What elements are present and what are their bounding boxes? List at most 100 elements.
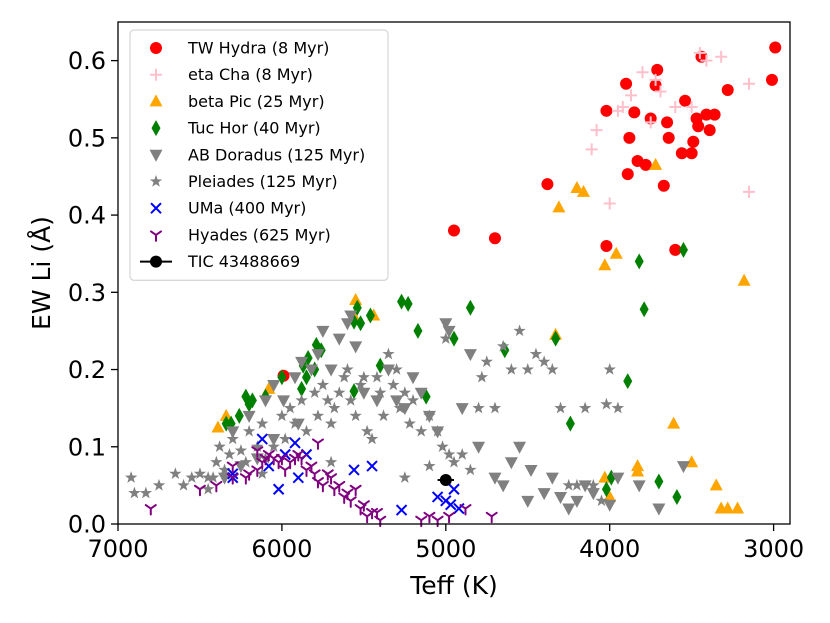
y-tick-label: 0.3	[68, 279, 106, 307]
data-point	[628, 106, 641, 119]
data-point	[587, 478, 600, 491]
legend: TW Hydra (8 Myr) eta Cha (8 Myr) beta Pic …	[129, 29, 389, 281]
legend-label: Pleiades (125 Myr)	[188, 172, 338, 191]
data-point	[218, 472, 232, 485]
legend-entry: beta Pic (25 Myr)	[149, 92, 325, 111]
data-point	[505, 363, 518, 375]
data-point	[513, 324, 526, 337]
data-point	[406, 372, 420, 385]
series-pleiades-125-myr	[124, 324, 625, 507]
data-point	[669, 100, 682, 113]
data-point	[439, 318, 453, 331]
series-uma-400-myr	[227, 433, 465, 516]
series-eta-cha-8-myr	[585, 46, 756, 210]
data-point	[267, 434, 281, 447]
data-point	[374, 386, 387, 398]
data-point	[375, 357, 385, 374]
data-point	[623, 373, 633, 390]
data-point	[251, 446, 264, 458]
data-point	[297, 380, 307, 397]
plot-frame	[117, 21, 791, 525]
data-point	[649, 157, 663, 170]
data-point	[603, 363, 616, 375]
data-point	[288, 372, 302, 385]
data-point	[277, 369, 287, 386]
legend-entry: UMa (400 Myr)	[150, 199, 306, 218]
data-point	[459, 504, 472, 516]
data-point	[144, 504, 157, 516]
data-point	[365, 432, 379, 445]
data-point	[440, 495, 452, 507]
data-point	[288, 417, 302, 429]
data-point	[743, 185, 756, 198]
data-point	[201, 482, 215, 495]
data-point	[464, 463, 477, 476]
data-point	[415, 424, 428, 437]
data-point	[611, 401, 625, 414]
data-point	[598, 258, 612, 271]
data-point	[601, 481, 611, 498]
data-point	[382, 347, 395, 360]
data-point	[226, 461, 239, 474]
data-point	[395, 504, 408, 516]
data-point	[193, 467, 207, 480]
data-point	[377, 409, 390, 422]
data-point	[639, 301, 649, 318]
data-point	[311, 349, 325, 362]
data-point	[332, 333, 346, 346]
data-point	[365, 307, 375, 324]
data-point	[234, 444, 248, 456]
data-point	[357, 370, 371, 383]
data-point	[662, 131, 675, 144]
data-point	[521, 495, 535, 508]
data-point	[301, 369, 311, 386]
data-point	[295, 393, 308, 406]
x-tick-label: 4000	[579, 535, 640, 563]
data-point	[431, 491, 444, 503]
data-point	[256, 417, 269, 429]
data-point	[463, 349, 477, 362]
data-point	[328, 401, 341, 414]
data-point	[600, 104, 613, 117]
data-point	[562, 478, 575, 491]
data-point	[675, 147, 688, 160]
data-point	[570, 181, 584, 194]
data-point	[289, 437, 301, 449]
data-point	[541, 178, 554, 191]
series-tuc-hor-40-myr	[221, 241, 688, 505]
legend-marker	[149, 149, 163, 162]
data-point	[406, 393, 420, 406]
data-point	[678, 241, 688, 258]
legend-label: AB Doradus (125 Myr)	[188, 145, 365, 164]
data-point	[124, 471, 138, 483]
data-point	[218, 463, 231, 476]
data-point	[721, 501, 735, 514]
data-point	[349, 341, 363, 354]
data-point	[128, 486, 141, 499]
data-point	[328, 484, 341, 497]
data-point	[283, 401, 297, 414]
data-point	[316, 378, 330, 391]
data-point	[308, 386, 321, 398]
data-point	[715, 50, 728, 63]
data-point	[403, 417, 416, 429]
legend-marker	[150, 230, 162, 242]
y-tick-label: 0.5	[68, 124, 106, 152]
data-point	[275, 409, 289, 422]
data-point	[267, 440, 280, 453]
data-point	[620, 77, 633, 90]
x-axis-ticks: 7000 6000 5000 4000 3000	[87, 524, 804, 563]
data-point	[661, 116, 674, 129]
legend-box	[129, 29, 389, 281]
x-axis-label: Teff (K)	[409, 571, 497, 600]
legend-marker	[150, 202, 162, 214]
data-point	[676, 461, 690, 474]
data-point	[139, 486, 153, 499]
data-point	[169, 467, 182, 480]
legend-label: eta Cha (8 Myr)	[188, 65, 313, 84]
data-point	[496, 339, 510, 352]
data-point	[685, 147, 698, 160]
data-point	[275, 453, 288, 466]
data-point	[472, 441, 486, 454]
data-point	[496, 480, 510, 493]
